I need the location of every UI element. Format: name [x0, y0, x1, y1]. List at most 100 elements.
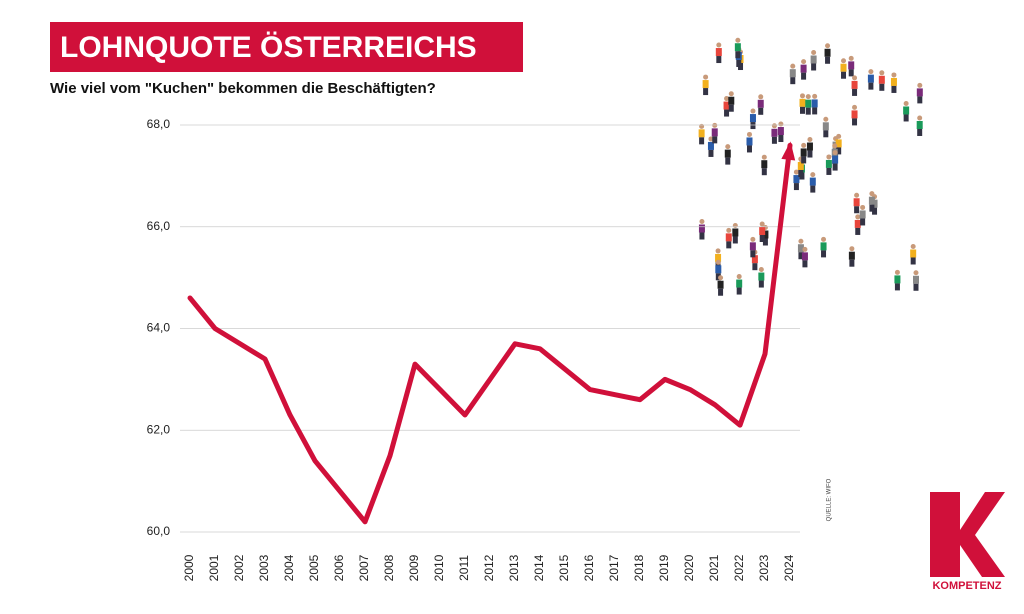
person-legs [728, 104, 734, 112]
person-legs [903, 114, 909, 122]
title-banner [50, 22, 523, 72]
person-body [851, 80, 858, 89]
person-body [797, 244, 804, 253]
person-body [723, 101, 730, 110]
person-legs [868, 82, 874, 90]
person-legs [726, 241, 732, 249]
person-body [903, 106, 910, 115]
person-head [913, 270, 919, 276]
person-head [860, 204, 866, 210]
person-body [724, 149, 731, 158]
person-legs [841, 71, 847, 79]
person-body [734, 43, 741, 52]
chart-subtitle: Wie viel vom "Kuchen" bekommen die Besch… [50, 80, 436, 97]
chart-title: LOHNQUOTE ÖSTERREICHS [60, 31, 477, 64]
person-body [824, 48, 831, 57]
x-tick-label: 2000 [182, 554, 196, 581]
person-legs [762, 238, 768, 246]
x-tick-label: 2004 [282, 554, 296, 581]
person-head [750, 236, 756, 242]
person-legs [778, 135, 784, 143]
person-head [750, 108, 756, 114]
person-body [736, 279, 743, 288]
person-legs [891, 85, 897, 93]
person-body [851, 110, 858, 119]
person-legs [793, 183, 799, 191]
person-legs [852, 88, 858, 96]
person-head [790, 63, 796, 69]
person-head [848, 55, 854, 61]
person-body [825, 159, 832, 168]
y-tick-label: 62,0 [147, 422, 171, 436]
x-tick-label: 2006 [332, 554, 346, 581]
person-legs [771, 136, 777, 144]
person-head [759, 221, 765, 227]
x-tick-label: 2023 [757, 554, 771, 581]
person-body [867, 74, 874, 83]
person-legs [812, 107, 818, 115]
person-head [761, 154, 767, 160]
person-body [715, 48, 722, 57]
person-legs [855, 227, 861, 235]
person-body [732, 228, 739, 237]
person-legs [699, 137, 705, 145]
person-body [859, 210, 866, 219]
x-tick-label: 2016 [582, 554, 596, 581]
person-legs [917, 96, 923, 104]
person-legs [759, 234, 765, 242]
person-legs [724, 109, 730, 117]
source: QUELLE: WIFO [827, 478, 833, 521]
person-body [702, 80, 709, 89]
person-legs [761, 168, 767, 176]
person-legs [910, 257, 916, 265]
person-head [735, 37, 741, 43]
person-head [825, 43, 831, 49]
x-tick-label: 2012 [482, 554, 496, 581]
person-head [852, 104, 858, 110]
person-legs [917, 128, 923, 136]
person-body [805, 99, 812, 108]
person-legs [732, 236, 738, 244]
person-legs [869, 204, 875, 212]
person-legs [790, 77, 796, 85]
person-legs [849, 259, 855, 267]
person-head [826, 154, 832, 160]
person-legs [872, 207, 878, 215]
person-head [855, 214, 861, 220]
person-body [777, 127, 784, 136]
person-legs [736, 287, 742, 295]
line [187, 142, 793, 525]
person-legs [758, 280, 764, 288]
person-body [878, 75, 885, 84]
person-legs [703, 88, 709, 96]
person-body [832, 155, 839, 164]
person-legs [712, 136, 718, 144]
person-body [715, 265, 722, 274]
person-head [758, 267, 764, 273]
person-head [891, 72, 897, 78]
person-head [802, 246, 808, 252]
x-tick-label: 2019 [657, 554, 671, 581]
person-body [797, 161, 804, 170]
person-legs [801, 72, 807, 80]
logo-shape [930, 492, 1005, 577]
person-body [835, 139, 842, 148]
person-legs [825, 56, 831, 64]
x-tick-label: 2008 [382, 554, 396, 581]
person-head [728, 91, 734, 97]
x-tick-label: 2011 [457, 555, 471, 581]
person-legs [718, 288, 724, 296]
x-tick-label: 2021 [707, 554, 721, 581]
person-legs [826, 167, 832, 175]
person-legs [879, 83, 885, 91]
x-tick-label: 2002 [232, 554, 246, 581]
x-tick-label: 2010 [432, 554, 446, 581]
person-body [751, 255, 758, 264]
person-head [917, 115, 923, 121]
person-body [698, 129, 705, 138]
person-head [852, 75, 858, 81]
person-legs [854, 206, 860, 214]
person-legs [708, 149, 714, 157]
brand: KOMPETENZ [932, 580, 1001, 592]
arrow-head [781, 141, 796, 161]
